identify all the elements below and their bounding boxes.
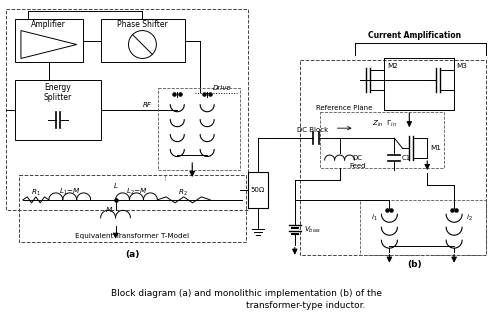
Bar (19, 175, 246, 242)
Text: Phase Shifter: Phase Shifter (117, 20, 168, 29)
Text: Block diagram (a) and monolithic implementation (b) of the: Block diagram (a) and monolithic impleme… (111, 289, 381, 298)
Text: $i_2$: $i_2$ (466, 213, 472, 223)
Text: transformer-type inductor.: transformer-type inductor. (246, 301, 366, 310)
Text: $V_{bias}$: $V_{bias}$ (304, 225, 321, 235)
Text: $R_2$: $R_2$ (179, 188, 188, 198)
Text: $i_1$: $i_1$ (371, 213, 378, 223)
Bar (320, 112, 444, 168)
Text: M3: M3 (457, 63, 467, 69)
Text: Drive: Drive (213, 85, 231, 91)
Bar (300, 60, 486, 255)
Text: RF: RF (143, 102, 152, 108)
Text: C1: C1 (401, 155, 411, 161)
Text: Current Amplification: Current Amplification (368, 31, 461, 40)
Bar (15, 19, 83, 62)
Text: $L$: $L$ (113, 181, 119, 190)
Text: M2: M2 (387, 63, 398, 69)
Text: (b): (b) (407, 260, 422, 269)
Text: Amplifier: Amplifier (31, 20, 66, 29)
Bar (100, 19, 185, 62)
Text: $M$: $M$ (104, 205, 113, 214)
Text: (a): (a) (125, 250, 140, 259)
Text: $Z_{in}$  $\Gamma_{in}$: $Z_{in}$ $\Gamma_{in}$ (372, 119, 397, 129)
Text: M1: M1 (430, 145, 441, 151)
Text: Feed: Feed (349, 163, 366, 169)
Text: $L_2$$-$$M$: $L_2$$-$$M$ (125, 187, 147, 197)
Text: Equivalent Transformer T-Model: Equivalent Transformer T-Model (75, 233, 189, 239)
Text: $R_1$: $R_1$ (31, 188, 41, 198)
Bar (15, 80, 100, 140)
Bar (6, 9, 248, 210)
Bar (248, 172, 268, 208)
Text: Splitter: Splitter (44, 93, 72, 102)
Bar (360, 200, 486, 255)
Text: DC Block: DC Block (297, 127, 328, 133)
Text: Reference Plane: Reference Plane (316, 105, 373, 111)
Bar (158, 88, 240, 170)
Text: Energy: Energy (44, 83, 71, 92)
Text: $L_1$$-$$M$: $L_1$$-$$M$ (59, 187, 81, 197)
Text: DC: DC (353, 155, 363, 161)
Text: 50Ω: 50Ω (251, 187, 265, 193)
